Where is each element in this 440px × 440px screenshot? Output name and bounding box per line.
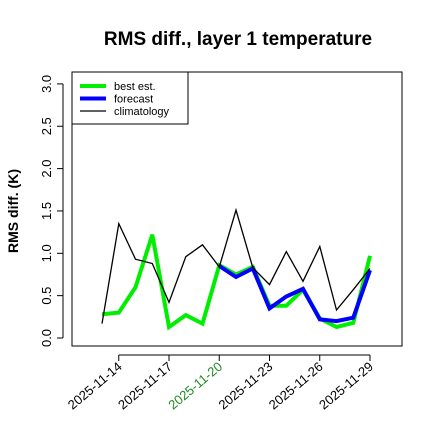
- series-line-forecast: [218, 264, 372, 324]
- y-axis-label: RMS diff. (K): [5, 169, 21, 253]
- series-line-climatology: [101, 207, 371, 324]
- plot-frame: [71, 71, 403, 347]
- y-tick-label: 0.0: [39, 329, 54, 347]
- y-tick-label: 0.5: [39, 287, 54, 305]
- y-tick-label: 1.0: [39, 244, 54, 262]
- series-layer: [101, 207, 372, 331]
- x-axis: 2025-11-142025-11-172025-11-202025-11-23…: [65, 354, 376, 413]
- y-axis: 0.0 0.5 1.0 1.5 2.0 2.5 3.0: [39, 75, 64, 347]
- series-line-best-est: [101, 234, 372, 331]
- x-tick-label: 2025-11-17: [115, 359, 175, 413]
- y-tick-label: 3.0: [39, 75, 54, 93]
- x-tick-label: 2025-11-14: [65, 359, 125, 413]
- y-tick-label: 1.5: [39, 202, 54, 220]
- legend-label: best est.: [114, 81, 156, 93]
- x-tick-label: 2025-11-29: [316, 359, 376, 413]
- x-tick-label: 2025-11-20: [165, 359, 225, 413]
- x-tick-label: 2025-11-26: [266, 359, 326, 413]
- x-tick-label: 2025-11-23: [216, 359, 276, 413]
- y-tick-label: 2.0: [39, 160, 54, 178]
- chart-title: RMS diff., layer 1 temperature: [104, 29, 372, 50]
- legend-label: climatology: [114, 106, 170, 118]
- legend-label: forecast: [114, 94, 153, 106]
- y-tick-label: 2.5: [39, 117, 54, 135]
